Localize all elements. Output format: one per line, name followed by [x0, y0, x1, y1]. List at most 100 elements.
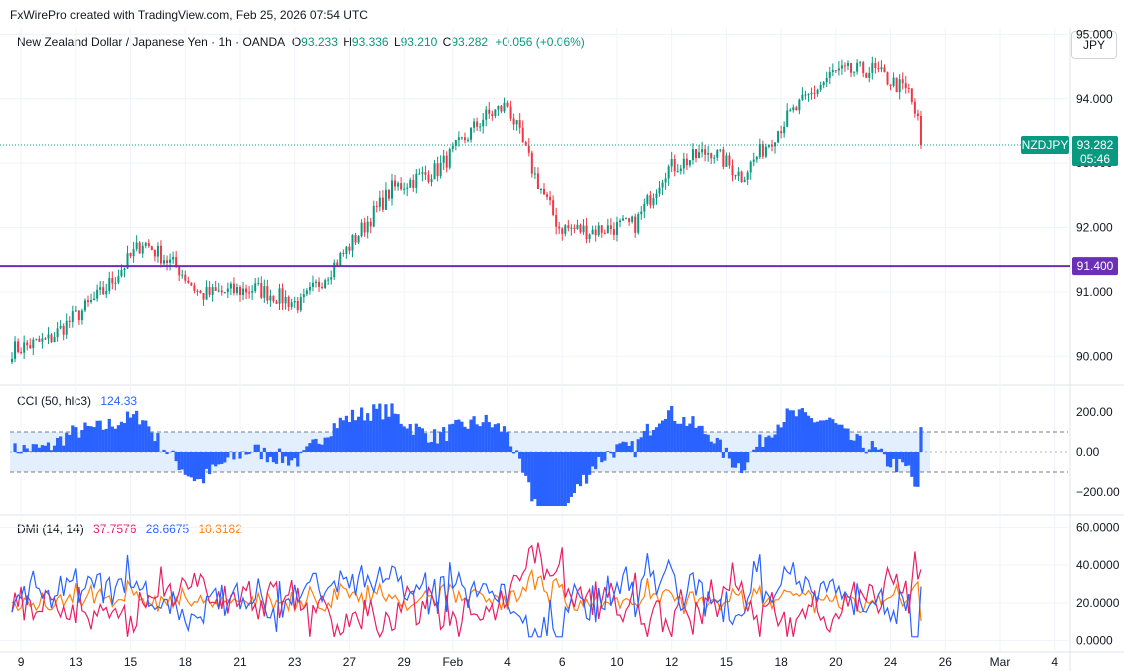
cci-bar: [268, 452, 272, 457]
cci-bar: [65, 432, 69, 452]
candle-body: [339, 253, 342, 266]
cci-bar: [782, 422, 786, 452]
cci-bar: [548, 452, 552, 506]
candle-body: [901, 79, 904, 84]
cci-bar: [563, 452, 567, 506]
cci-bar: [13, 443, 17, 452]
cci-bar: [332, 423, 336, 452]
cci-bar: [682, 416, 686, 452]
candle-body: [518, 120, 521, 128]
dmi-plus-line: [11, 553, 922, 638]
cci-bar: [454, 419, 458, 452]
candle-body: [269, 295, 272, 301]
candle-body: [29, 345, 32, 349]
cci-bar: [338, 417, 342, 452]
candle-body: [628, 218, 631, 222]
candle-body: [14, 341, 17, 359]
candle-body: [527, 145, 530, 153]
cci-bar: [709, 441, 713, 452]
candle-body: [503, 102, 506, 112]
cci-bar: [265, 452, 269, 463]
cci-bar: [831, 419, 835, 452]
cci-bar: [554, 452, 558, 506]
currency-button[interactable]: JPY: [1071, 31, 1117, 59]
candle-body: [500, 105, 503, 112]
cci-bar: [442, 427, 446, 452]
candle-body: [789, 110, 792, 112]
cci-bar: [703, 434, 707, 452]
candle-body: [433, 163, 436, 180]
candle-body: [780, 131, 783, 134]
candle-body: [506, 102, 509, 107]
candle-body: [257, 282, 260, 284]
candle-body: [688, 160, 691, 166]
cci-bar: [259, 452, 263, 460]
candle-body: [467, 139, 469, 141]
candle-body: [62, 325, 65, 335]
candle-body: [32, 339, 35, 349]
candle-body: [600, 225, 603, 233]
cci-bar: [253, 444, 257, 452]
candle-body: [856, 62, 859, 72]
time-tick-label: 12: [665, 655, 679, 669]
candle-body: [406, 187, 409, 189]
cci-bar: [290, 452, 294, 461]
cci-bar: [150, 432, 154, 452]
cci-bar: [16, 452, 20, 454]
candle-body: [248, 292, 251, 294]
time-tick-label: 6: [559, 655, 566, 669]
candle-body: [573, 227, 576, 230]
candle-body: [144, 242, 147, 246]
cci-bar: [293, 452, 297, 459]
candle-body: [71, 311, 74, 322]
cci-bar: [670, 406, 674, 452]
candle-body: [643, 203, 646, 212]
candle-body: [394, 180, 397, 187]
candle-body: [235, 287, 238, 294]
cci-bar: [676, 423, 680, 452]
cci-bar: [773, 434, 777, 452]
cci-bar: [627, 445, 631, 452]
candle-body: [17, 341, 20, 353]
cci-bar: [518, 452, 522, 459]
open-value: 93.233: [301, 35, 338, 49]
cci-bar: [329, 436, 333, 452]
candle-body: [315, 281, 317, 283]
cci-bar: [770, 437, 774, 452]
candle-body: [302, 294, 305, 298]
cci-bar: [186, 452, 190, 477]
time-tick-label: 10: [610, 655, 624, 669]
candle-body: [847, 63, 849, 66]
cci-bar: [414, 423, 418, 452]
cci-bar: [730, 452, 735, 468]
candle-body: [658, 187, 661, 194]
cci-bar: [141, 420, 145, 452]
candle-body: [251, 290, 254, 293]
cci-bar: [636, 439, 640, 452]
cci-bar: [736, 452, 741, 464]
cci-bar: [837, 424, 841, 452]
cci-bar: [71, 425, 75, 452]
cci-bar: [855, 434, 859, 452]
candle-body: [172, 257, 175, 260]
cci-bar: [83, 422, 87, 452]
candle-body: [205, 287, 208, 300]
candle-body: [795, 107, 798, 111]
cci-bar: [448, 424, 452, 452]
cci-bar: [74, 427, 78, 452]
candle-body: [488, 109, 491, 114]
candle-body: [59, 325, 62, 329]
candle-body: [308, 286, 311, 291]
candle-body: [318, 281, 321, 287]
candle-body: [181, 274, 184, 276]
close-label: C: [442, 35, 452, 49]
cci-bar: [323, 437, 327, 452]
cci-bar: [174, 452, 178, 462]
support-level-tag: 91.400: [1077, 259, 1114, 273]
cci-bar: [113, 428, 117, 452]
candle-body: [391, 180, 393, 199]
candle-body: [102, 287, 105, 295]
cci-bar: [879, 448, 884, 452]
dmi-minus-line: [11, 542, 922, 639]
